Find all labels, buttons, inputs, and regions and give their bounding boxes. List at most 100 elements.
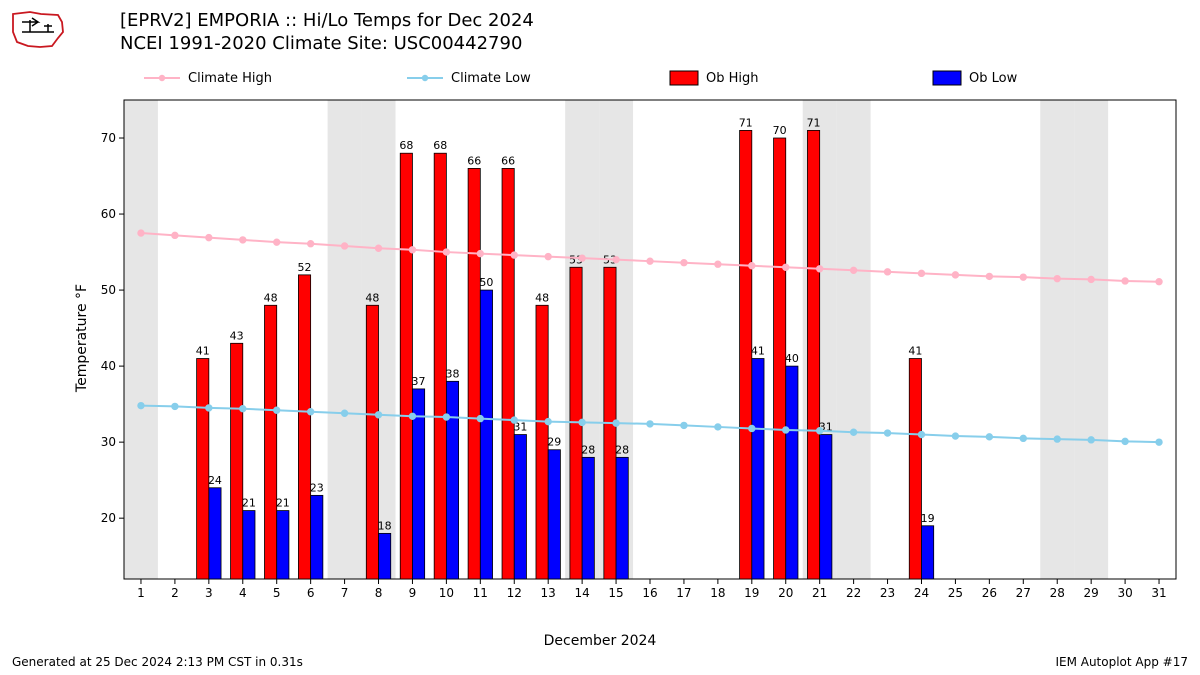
svg-text:29: 29 — [547, 436, 561, 449]
climate-high-line — [141, 233, 1159, 282]
ob-high-bar — [264, 305, 276, 579]
svg-text:21: 21 — [242, 497, 256, 510]
ob-high-bar — [197, 359, 209, 579]
svg-text:29: 29 — [1084, 586, 1099, 600]
footer-generated: Generated at 25 Dec 2024 2:13 PM CST in … — [12, 655, 303, 669]
ob-low-bar — [446, 381, 458, 579]
ob-high-bar — [231, 343, 243, 579]
ob-low-bar — [480, 290, 492, 579]
ob-low-bar — [752, 359, 764, 579]
svg-text:40: 40 — [101, 359, 116, 373]
svg-text:23: 23 — [880, 586, 895, 600]
svg-text:23: 23 — [310, 481, 324, 494]
svg-text:66: 66 — [467, 154, 481, 167]
chart-title: [EPRV2] EMPORIA :: Hi/Lo Temps for Dec 2… — [120, 10, 534, 55]
climate-low-line-marker — [172, 403, 178, 409]
svg-text:1: 1 — [137, 586, 145, 600]
svg-text:9: 9 — [409, 586, 417, 600]
svg-text:27: 27 — [1016, 586, 1031, 600]
climate-high-line-marker — [850, 267, 856, 273]
climate-high-line-marker — [307, 241, 313, 247]
climate-low-line-marker — [681, 422, 687, 428]
svg-text:50: 50 — [479, 276, 493, 289]
svg-text:5: 5 — [273, 586, 281, 600]
svg-text:26: 26 — [982, 586, 997, 600]
svg-text:60: 60 — [101, 207, 116, 221]
legend-climate-high: Climate High — [188, 71, 272, 86]
climate-low-line-marker — [613, 420, 619, 426]
svg-text:4: 4 — [239, 586, 247, 600]
climate-low-line-marker — [409, 413, 415, 419]
y-axis-label: Temperature °F — [74, 283, 90, 391]
svg-text:19: 19 — [744, 586, 759, 600]
climate-low-line-marker — [1122, 438, 1128, 444]
chart-area: 2030405060701234567891011121314151617181… — [100, 66, 1184, 615]
svg-text:30: 30 — [101, 435, 116, 449]
ob-low-bar — [514, 435, 526, 579]
legend-ob-low: Ob Low — [969, 71, 1018, 86]
ob-high-bar — [298, 275, 310, 579]
title-line2: NCEI 1991-2020 Climate Site: USC00442790 — [120, 33, 534, 56]
climate-high-line-marker — [1020, 274, 1026, 280]
title-line1: [EPRV2] EMPORIA :: Hi/Lo Temps for Dec 2… — [120, 10, 534, 33]
climate-high-line-marker — [274, 239, 280, 245]
climate-low-line-marker — [579, 419, 585, 425]
climate-low-line-marker — [783, 427, 789, 433]
climate-low-line-marker — [274, 407, 280, 413]
svg-text:71: 71 — [739, 116, 753, 129]
climate-low-line-marker — [986, 434, 992, 440]
ob-low-bar — [921, 526, 933, 579]
climate-low-line-marker — [816, 428, 822, 434]
ob-high-bar — [909, 359, 921, 579]
svg-text:20: 20 — [101, 511, 116, 525]
climate-low-line-marker — [1054, 436, 1060, 442]
svg-text:40: 40 — [785, 352, 799, 365]
climate-high-line-marker — [206, 234, 212, 240]
climate-low-line-marker — [715, 424, 721, 430]
climate-high-line-marker — [1122, 278, 1128, 284]
climate-high-line-marker — [172, 232, 178, 238]
svg-text:70: 70 — [101, 131, 116, 145]
climate-high-line-marker — [138, 230, 144, 236]
climate-high-line-marker — [884, 269, 890, 275]
legend-ob-high: Ob High — [706, 71, 759, 86]
legend-climate-low: Climate Low — [451, 71, 531, 86]
svg-text:14: 14 — [574, 586, 589, 600]
ob-high-bar — [366, 305, 378, 579]
climate-high-line-marker — [341, 243, 347, 249]
svg-text:16: 16 — [642, 586, 657, 600]
svg-text:41: 41 — [196, 345, 210, 358]
svg-text:15: 15 — [608, 586, 623, 600]
climate-low-line-marker — [918, 431, 924, 437]
climate-high-line-marker — [918, 270, 924, 276]
climate-high-line-marker — [783, 264, 789, 270]
climate-low-line-marker — [138, 402, 144, 408]
climate-low-line-marker — [511, 417, 517, 423]
svg-text:24: 24 — [208, 474, 222, 487]
ob-low-bar — [820, 435, 832, 579]
climate-low-line-marker — [1156, 439, 1162, 445]
climate-low-line-marker — [1088, 437, 1094, 443]
svg-text:18: 18 — [378, 519, 392, 532]
ob-low-bar — [379, 533, 391, 579]
svg-text:18: 18 — [710, 586, 725, 600]
climate-high-line-marker — [1054, 275, 1060, 281]
svg-text:22: 22 — [846, 586, 861, 600]
ob-low-bar — [616, 457, 628, 579]
svg-text:37: 37 — [412, 375, 426, 388]
svg-text:66: 66 — [501, 154, 515, 167]
ob-high-bar — [434, 153, 446, 579]
svg-text:7: 7 — [341, 586, 349, 600]
climate-high-line-marker — [443, 249, 449, 255]
climate-high-line-marker — [477, 250, 483, 256]
ob-low-bar — [548, 450, 560, 579]
ob-high-bar — [502, 168, 514, 579]
ob-low-bar — [243, 511, 255, 579]
climate-high-line-marker — [613, 256, 619, 262]
svg-text:28: 28 — [581, 443, 595, 456]
svg-text:31: 31 — [1151, 586, 1166, 600]
svg-text:3: 3 — [205, 586, 213, 600]
svg-text:68: 68 — [399, 139, 413, 152]
climate-high-line-marker — [986, 273, 992, 279]
climate-low-line-marker — [307, 409, 313, 415]
